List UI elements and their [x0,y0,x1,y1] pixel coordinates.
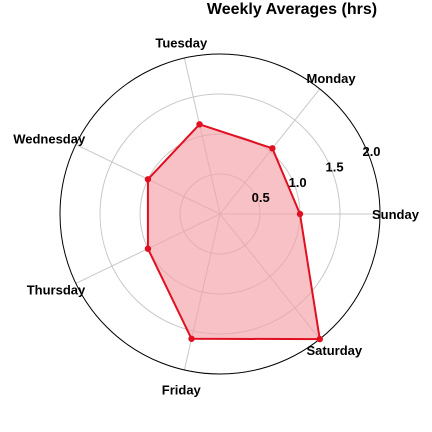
category-label-wednesday: Wednesday [13,132,86,147]
data-point-monday [269,145,276,152]
data-point-thursday [144,245,152,252]
radial-tick-label: 2.0 [362,144,380,159]
data-point-saturday [316,335,323,343]
radial-tick-label: 1.5 [326,160,344,175]
series-layer [144,121,323,343]
category-label-sunday: Sunday [372,207,420,222]
radial-tick-label: 1.0 [289,175,307,190]
series-area [146,123,321,341]
chart-title: Weekly Averages (hrs) [207,1,377,18]
data-point-sunday [296,210,304,218]
label-layer: 0.5 1.0 1.5 2.0 Sunday Monday Tuesday Wednesday… [13,35,420,397]
category-label-monday: Monday [306,71,356,86]
radial-tick-label: 0.5 [252,190,270,205]
category-label-friday: Friday [162,383,202,398]
category-label-tuesday: Tuesday [155,35,208,50]
data-point-friday [188,335,195,342]
category-label-thursday: Thursday [27,282,86,297]
data-point-tuesday [196,121,203,128]
category-label-saturday: Saturday [306,343,362,358]
outer-circle [59,53,381,375]
data-point-wednesday [144,176,152,183]
